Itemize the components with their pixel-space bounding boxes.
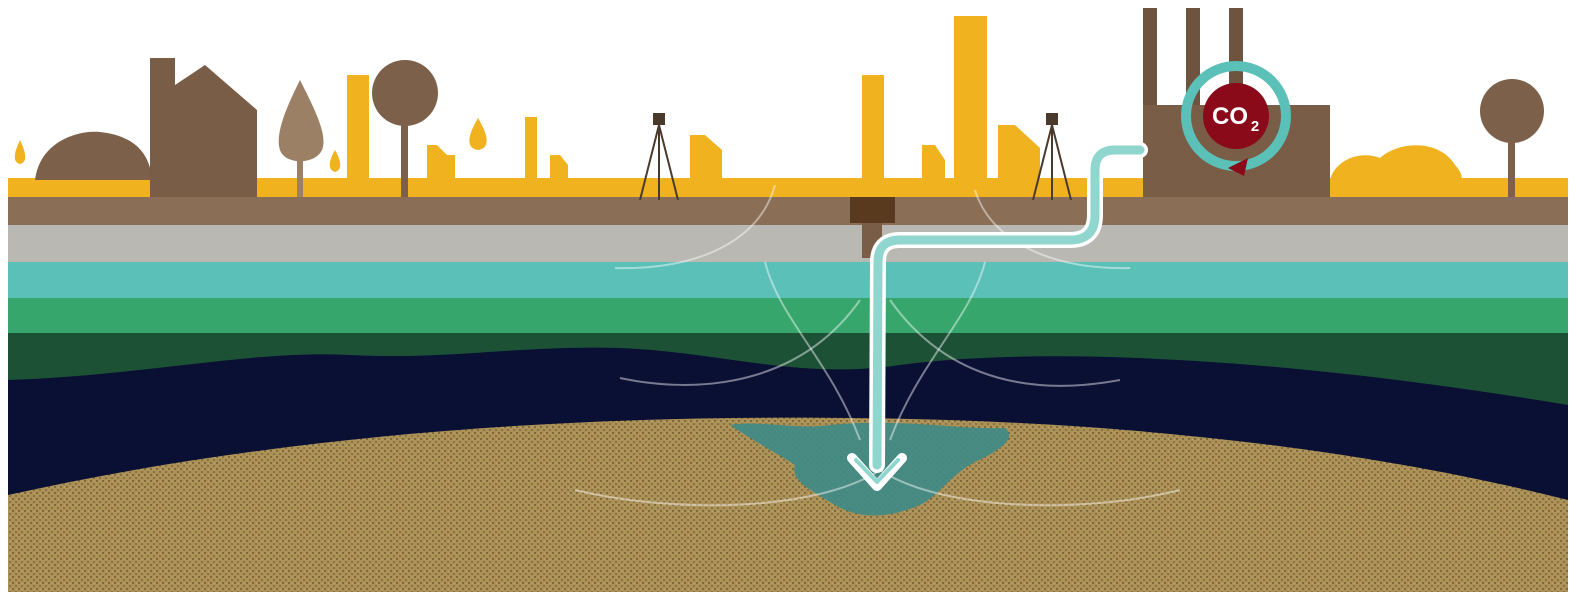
city-skyline (14, 16, 1544, 258)
seismic-waves (574, 184, 1181, 507)
co2-plume (730, 422, 1010, 516)
teal-layer (8, 262, 1568, 299)
co2-subscript: 2 (1251, 118, 1259, 135)
co2-badge: CO 2 (1181, 61, 1291, 176)
co2-circle (1203, 83, 1269, 149)
co2-label: CO (1212, 103, 1248, 130)
ring-arrow (1228, 158, 1248, 176)
soil-layer (8, 197, 1568, 225)
grey-layer (8, 225, 1568, 263)
strata (8, 178, 1568, 592)
co2-pipeline (847, 142, 1148, 491)
green-layer (8, 298, 1568, 334)
reservoir-sandstone (8, 417, 1568, 592)
